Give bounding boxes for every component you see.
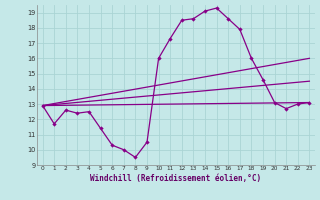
- X-axis label: Windchill (Refroidissement éolien,°C): Windchill (Refroidissement éolien,°C): [91, 174, 261, 183]
